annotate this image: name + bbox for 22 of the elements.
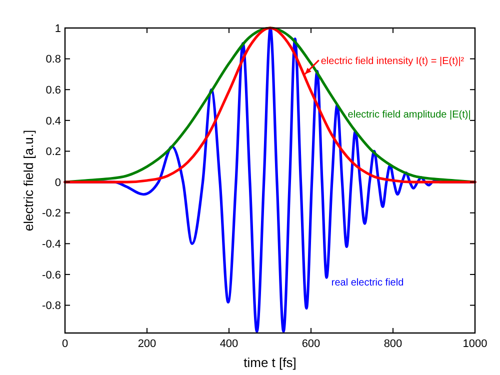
x-tick-label: 400 <box>220 338 238 350</box>
y-tick-label: 0 <box>54 176 61 189</box>
y-tick-label: -0.6 <box>42 269 61 282</box>
line-series <box>64 26 476 333</box>
annotation: real electric field <box>331 278 404 289</box>
x-axis-title: time t [fs] <box>244 355 296 370</box>
y-tick-label: 1 <box>54 22 61 35</box>
line-series <box>64 26 476 184</box>
annotation: electric field amplitude |E(t)| <box>348 109 471 120</box>
y-tick-label: 0.4 <box>46 115 61 128</box>
y-tick-label: -0.8 <box>42 300 61 312</box>
y-axis-title: electric field [a.u.] <box>21 130 36 232</box>
y-tick-label: 0.8 <box>46 54 61 66</box>
y-tick-label: -0.2 <box>42 208 61 220</box>
x-tick-label: 1000 <box>462 338 488 350</box>
x-tick-label: 200 <box>138 338 156 350</box>
x-tick-label: 800 <box>384 338 402 350</box>
annotation: electric field intensity I(t) = |E(t)|² <box>320 56 465 68</box>
x-tick-label: 600 <box>302 338 320 350</box>
y-tick-label: 0.6 <box>46 84 61 96</box>
y-tick-label: -0.4 <box>42 238 61 251</box>
y-tick-label: 0.2 <box>46 146 61 158</box>
